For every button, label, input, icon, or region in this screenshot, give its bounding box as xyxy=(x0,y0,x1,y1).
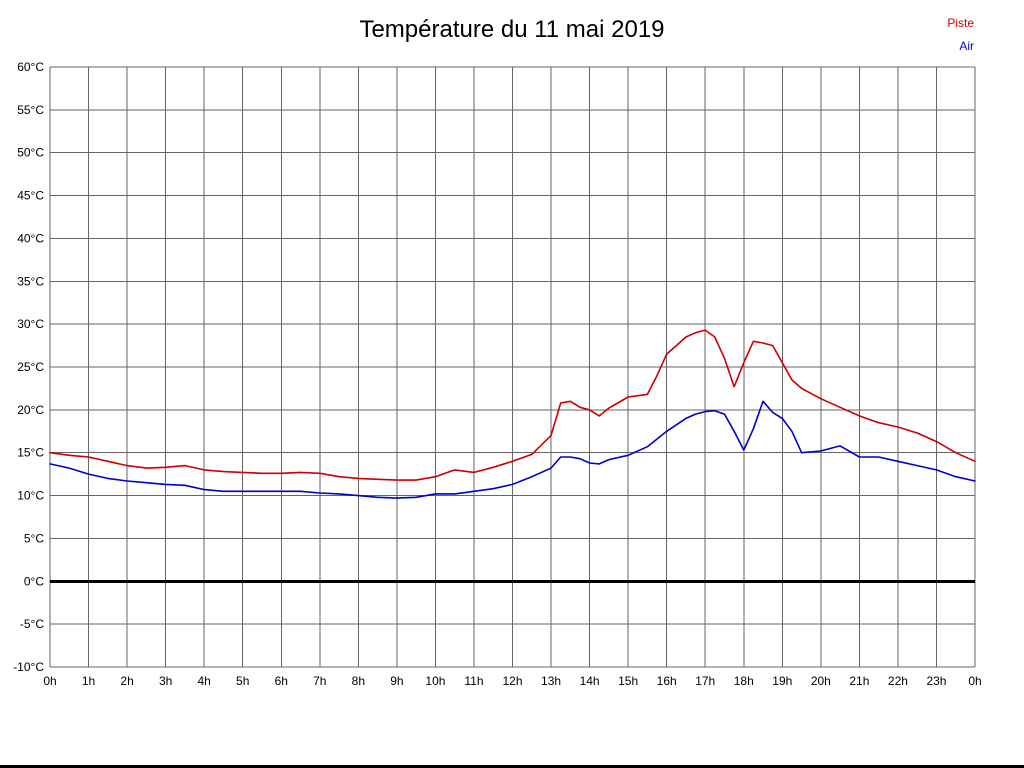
y-tick-label: 20°C xyxy=(17,403,44,417)
x-tick-label: 23h xyxy=(926,674,946,688)
y-tick-label: 5°C xyxy=(24,531,44,545)
x-tick-label: 5h xyxy=(236,674,249,688)
x-tick-label: 12h xyxy=(502,674,522,688)
series-line-piste xyxy=(49,329,976,481)
x-tick-label: 19h xyxy=(772,674,792,688)
x-tick-label: 17h xyxy=(695,674,715,688)
x-tick-label: 15h xyxy=(618,674,638,688)
x-tick-label: 0h xyxy=(43,674,56,688)
x-tick-label: 7h xyxy=(313,674,326,688)
series-line-air xyxy=(49,400,976,499)
x-tick-label: 0h xyxy=(968,674,981,688)
legend-item-air: Air xyxy=(959,39,974,53)
x-tick-label: 21h xyxy=(849,674,869,688)
x-tick-label: 4h xyxy=(197,674,210,688)
x-tick-label: 10h xyxy=(425,674,445,688)
x-tick-label: 18h xyxy=(734,674,754,688)
x-tick-label: 9h xyxy=(390,674,403,688)
y-tick-label: -5°C xyxy=(20,617,44,631)
y-tick-label: -10°C xyxy=(13,660,44,674)
x-tick-label: 2h xyxy=(120,674,133,688)
y-tick-label: 15°C xyxy=(17,446,44,460)
x-tick-label: 20h xyxy=(811,674,831,688)
legend-item-piste: Piste xyxy=(947,16,974,30)
y-tick-label: 0°C xyxy=(24,574,44,588)
x-tick-label: 13h xyxy=(541,674,561,688)
x-tick-label: 3h xyxy=(159,674,172,688)
y-tick-label: 55°C xyxy=(17,103,44,117)
x-tick-label: 8h xyxy=(352,674,365,688)
x-tick-label: 11h xyxy=(464,674,483,688)
x-tick-label: 16h xyxy=(657,674,677,688)
chart-title: Température du 11 mai 2019 xyxy=(359,16,665,43)
y-tick-label: 10°C xyxy=(17,489,44,503)
x-tick-label: 14h xyxy=(580,674,600,688)
y-tick-label: 60°C xyxy=(17,60,44,74)
x-tick-label: 22h xyxy=(888,674,908,688)
y-tick-label: 25°C xyxy=(17,360,44,374)
chart-legend: Piste Air xyxy=(947,12,974,58)
y-tick-label: 30°C xyxy=(17,317,44,331)
x-tick-label: 1h xyxy=(82,674,95,688)
y-tick-label: 35°C xyxy=(17,274,44,288)
x-tick-label: 6h xyxy=(275,674,288,688)
y-tick-label: 45°C xyxy=(17,189,44,203)
y-tick-label: 50°C xyxy=(17,146,44,160)
y-tick-label: 40°C xyxy=(17,231,44,245)
